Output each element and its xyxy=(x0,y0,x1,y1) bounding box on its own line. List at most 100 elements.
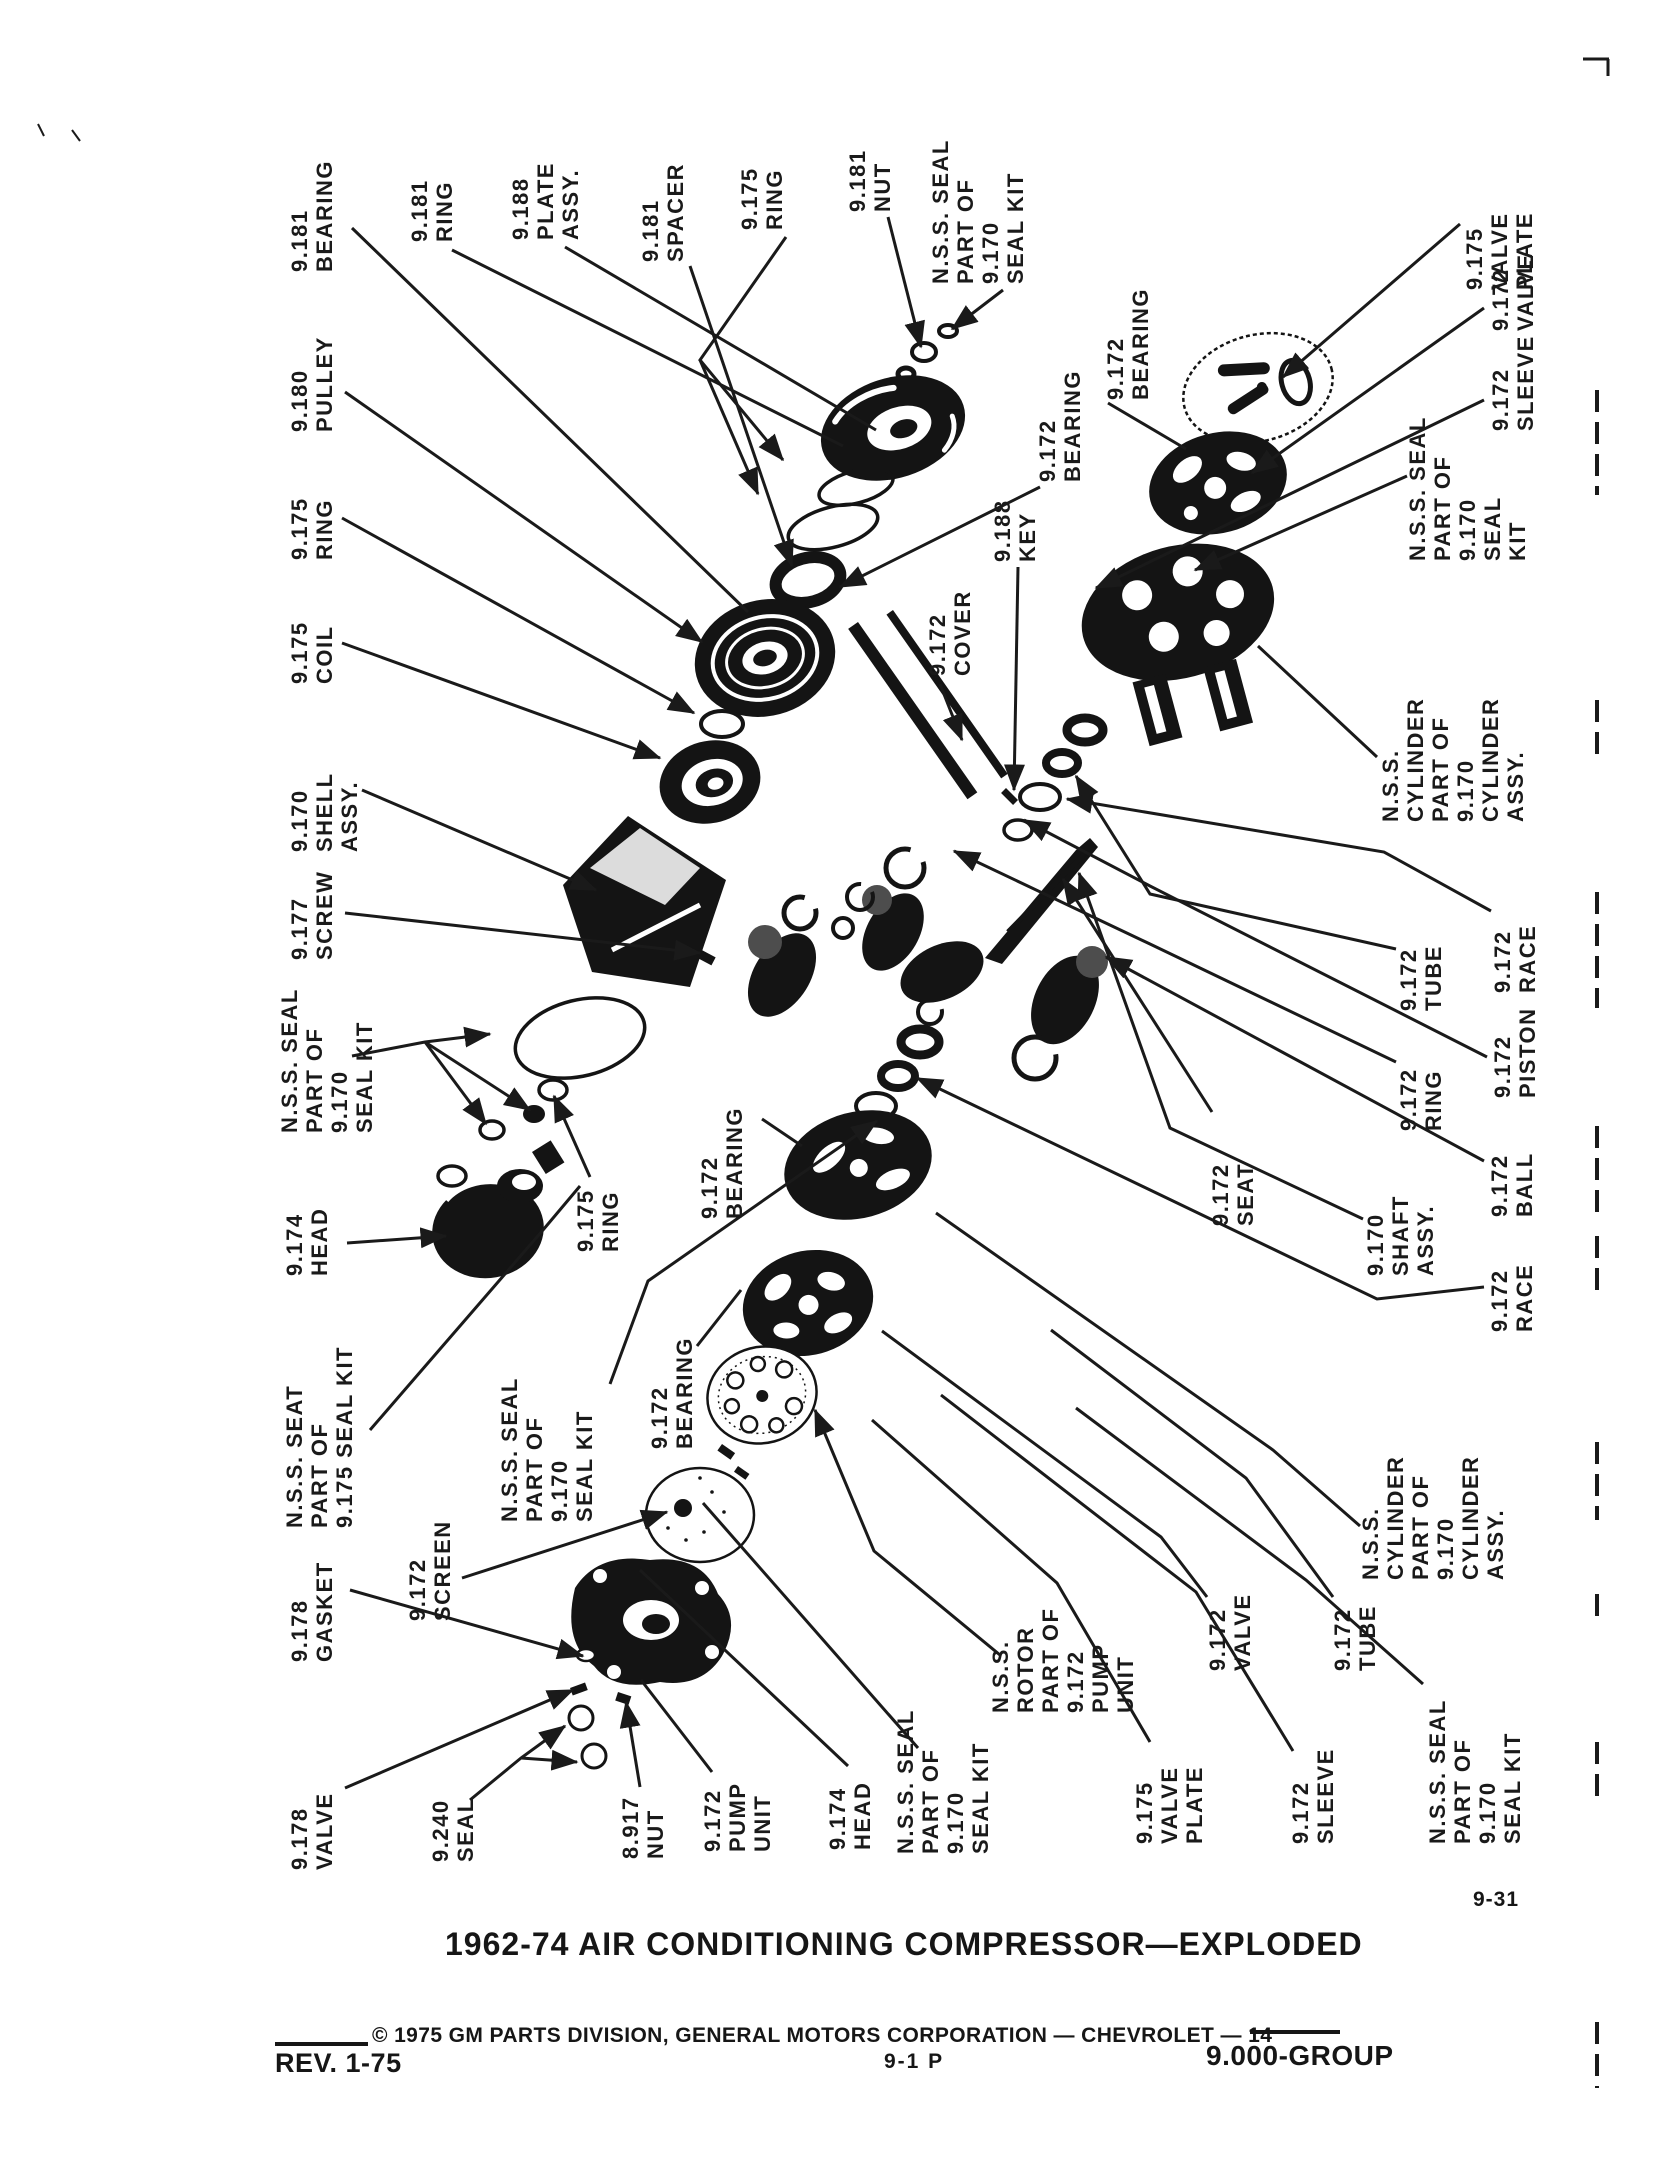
leader-line xyxy=(344,390,704,644)
piston-ring-icon xyxy=(845,882,875,912)
part-label: 9.172 BEARING xyxy=(647,1337,697,1449)
leader-line xyxy=(341,641,662,760)
part-label: N.S.S. ROTOR PART OF 9.172 PUMP UNIT xyxy=(988,1607,1138,1713)
part-label: 9.172 TUBE xyxy=(1396,945,1446,1011)
scan-artifacts xyxy=(37,57,1610,142)
part-label: 9.170 SHELL ASSY. xyxy=(287,772,362,852)
part-label: 9.181 NUT xyxy=(845,149,895,212)
leader-line xyxy=(1003,566,1025,792)
piston-icon xyxy=(1031,955,1099,1045)
piston-ring-icon xyxy=(1011,1034,1059,1082)
leader-line xyxy=(341,516,696,715)
part-label: 9.172 RACE xyxy=(1490,924,1540,993)
leader-line xyxy=(350,226,750,614)
leader-line xyxy=(608,1119,879,1385)
rotor-illustration xyxy=(742,1249,874,1357)
leader-line xyxy=(695,1289,743,1347)
cylinder-icon xyxy=(1081,543,1275,681)
leader-line xyxy=(1193,474,1408,572)
piston-icon xyxy=(747,933,817,1017)
leader-line xyxy=(1104,955,1485,1163)
cover-illustration xyxy=(848,610,1008,800)
part-label: 9.172 BEARING xyxy=(697,1107,747,1219)
leader-line xyxy=(940,1393,1295,1752)
leader-line xyxy=(1061,877,1214,1113)
leader-line xyxy=(520,1749,579,1771)
cover-bar-icon xyxy=(848,621,978,800)
race-icon xyxy=(1062,713,1108,747)
screw-icon xyxy=(733,1466,750,1480)
copyright-line: © 1975 GM PARTS DIVISION, GENERAL MOTORS… xyxy=(372,2024,1273,2047)
part-label: N.S.S. SEAL PART OF 9.170 SEAL KIT xyxy=(893,1709,993,1854)
part-label: N.S.S. CYLINDER PART OF 9.170 CYLINDER A… xyxy=(1358,1455,1508,1580)
head-icon xyxy=(432,1181,544,1279)
leader-line xyxy=(1281,222,1461,379)
leader-line xyxy=(564,245,877,432)
crankshaft-cluster-illustration xyxy=(747,788,1108,1121)
leader-line xyxy=(469,1724,567,1802)
seal-ring-icon xyxy=(436,1164,468,1188)
part-label: 9.172 BEARING xyxy=(1103,288,1153,400)
screw-icon xyxy=(717,1444,736,1460)
leader-line xyxy=(451,248,844,448)
part-label: 9.172 VALVE xyxy=(1205,1593,1255,1671)
leader-line xyxy=(935,1211,1361,1528)
part-label: 9.172 RING xyxy=(1396,1068,1446,1131)
ball-icon xyxy=(1076,946,1108,978)
leader-line xyxy=(1065,792,1492,913)
leader-line xyxy=(1075,1406,1424,1686)
leader-line xyxy=(698,236,788,462)
valve-bit-icon xyxy=(570,1682,588,1696)
ball-icon xyxy=(748,925,782,959)
retainer-ring-icon xyxy=(786,502,880,552)
leader-line xyxy=(368,1185,582,1431)
group-code: 9.000-GROUP xyxy=(1206,2040,1394,2071)
part-label: N.S.S. SEAL PART OF 9.170 SEAL KIT xyxy=(928,139,1028,284)
part-label: 9.177 SCREW xyxy=(287,870,337,960)
race-icon xyxy=(1018,782,1062,812)
leader-line xyxy=(619,1700,642,1788)
part-label: 9.178 VALVE xyxy=(287,1792,337,1870)
pump-housing-illustration xyxy=(567,1558,732,1770)
part-label: 9.172 COVER xyxy=(925,590,975,676)
seal-oring-icon xyxy=(513,996,647,1080)
cylinder-assembly-illustration xyxy=(1002,543,1275,842)
leader-line xyxy=(1250,306,1485,475)
leader-line xyxy=(552,1094,592,1178)
leader-line xyxy=(761,1117,803,1148)
corner-page-number: 9-31 xyxy=(1473,1888,1520,1911)
leader-lines xyxy=(341,216,1492,1802)
piston-ring-icon xyxy=(883,846,927,890)
seal-ring-icon xyxy=(478,1119,506,1141)
cover-bar-icon xyxy=(886,610,1008,779)
part-label: 9.172 TUBE xyxy=(1330,1605,1380,1671)
part-label: 8.917 NUT xyxy=(618,1796,668,1859)
leader-line xyxy=(424,1040,532,1112)
leader-line xyxy=(346,1227,448,1249)
nut-bit-icon xyxy=(937,323,959,339)
leader-line xyxy=(915,1076,1485,1301)
part-label: 9.172 PUMP UNIT xyxy=(700,1782,775,1852)
leader-line xyxy=(881,1329,1209,1598)
footer-rule-right xyxy=(1250,2030,1340,2034)
seal-kit-illustration xyxy=(478,996,647,1141)
part-label: 9.174 HEAD xyxy=(282,1207,332,1276)
piston-ring-icon xyxy=(831,916,855,940)
leader-line xyxy=(871,1418,1152,1743)
part-label: 9.172 VALVE xyxy=(1488,253,1538,331)
part-label: 9.181 RING xyxy=(407,179,457,242)
footer-rule-left xyxy=(275,2042,368,2046)
clutch-chain-illustration xyxy=(659,323,966,824)
part-label: 9.172 PISTON xyxy=(1490,1007,1540,1098)
part-label: 9.175 RING xyxy=(737,167,787,230)
shell-illustration xyxy=(563,816,726,987)
leader-line xyxy=(344,911,702,961)
part-label: 9.180 PULLEY xyxy=(287,336,337,432)
part-label: 9.175 RING xyxy=(573,1189,623,1252)
leader-line xyxy=(638,1568,850,1768)
figure-title: 1962-74 AIR CONDITIONING COMPRESSOR—EXPL… xyxy=(445,1926,1363,1962)
part-label: 9.181 SPACER xyxy=(638,162,688,262)
part-label: 9.172 SEAT xyxy=(1208,1162,1258,1226)
part-label: 9.172 BALL xyxy=(1487,1152,1537,1217)
